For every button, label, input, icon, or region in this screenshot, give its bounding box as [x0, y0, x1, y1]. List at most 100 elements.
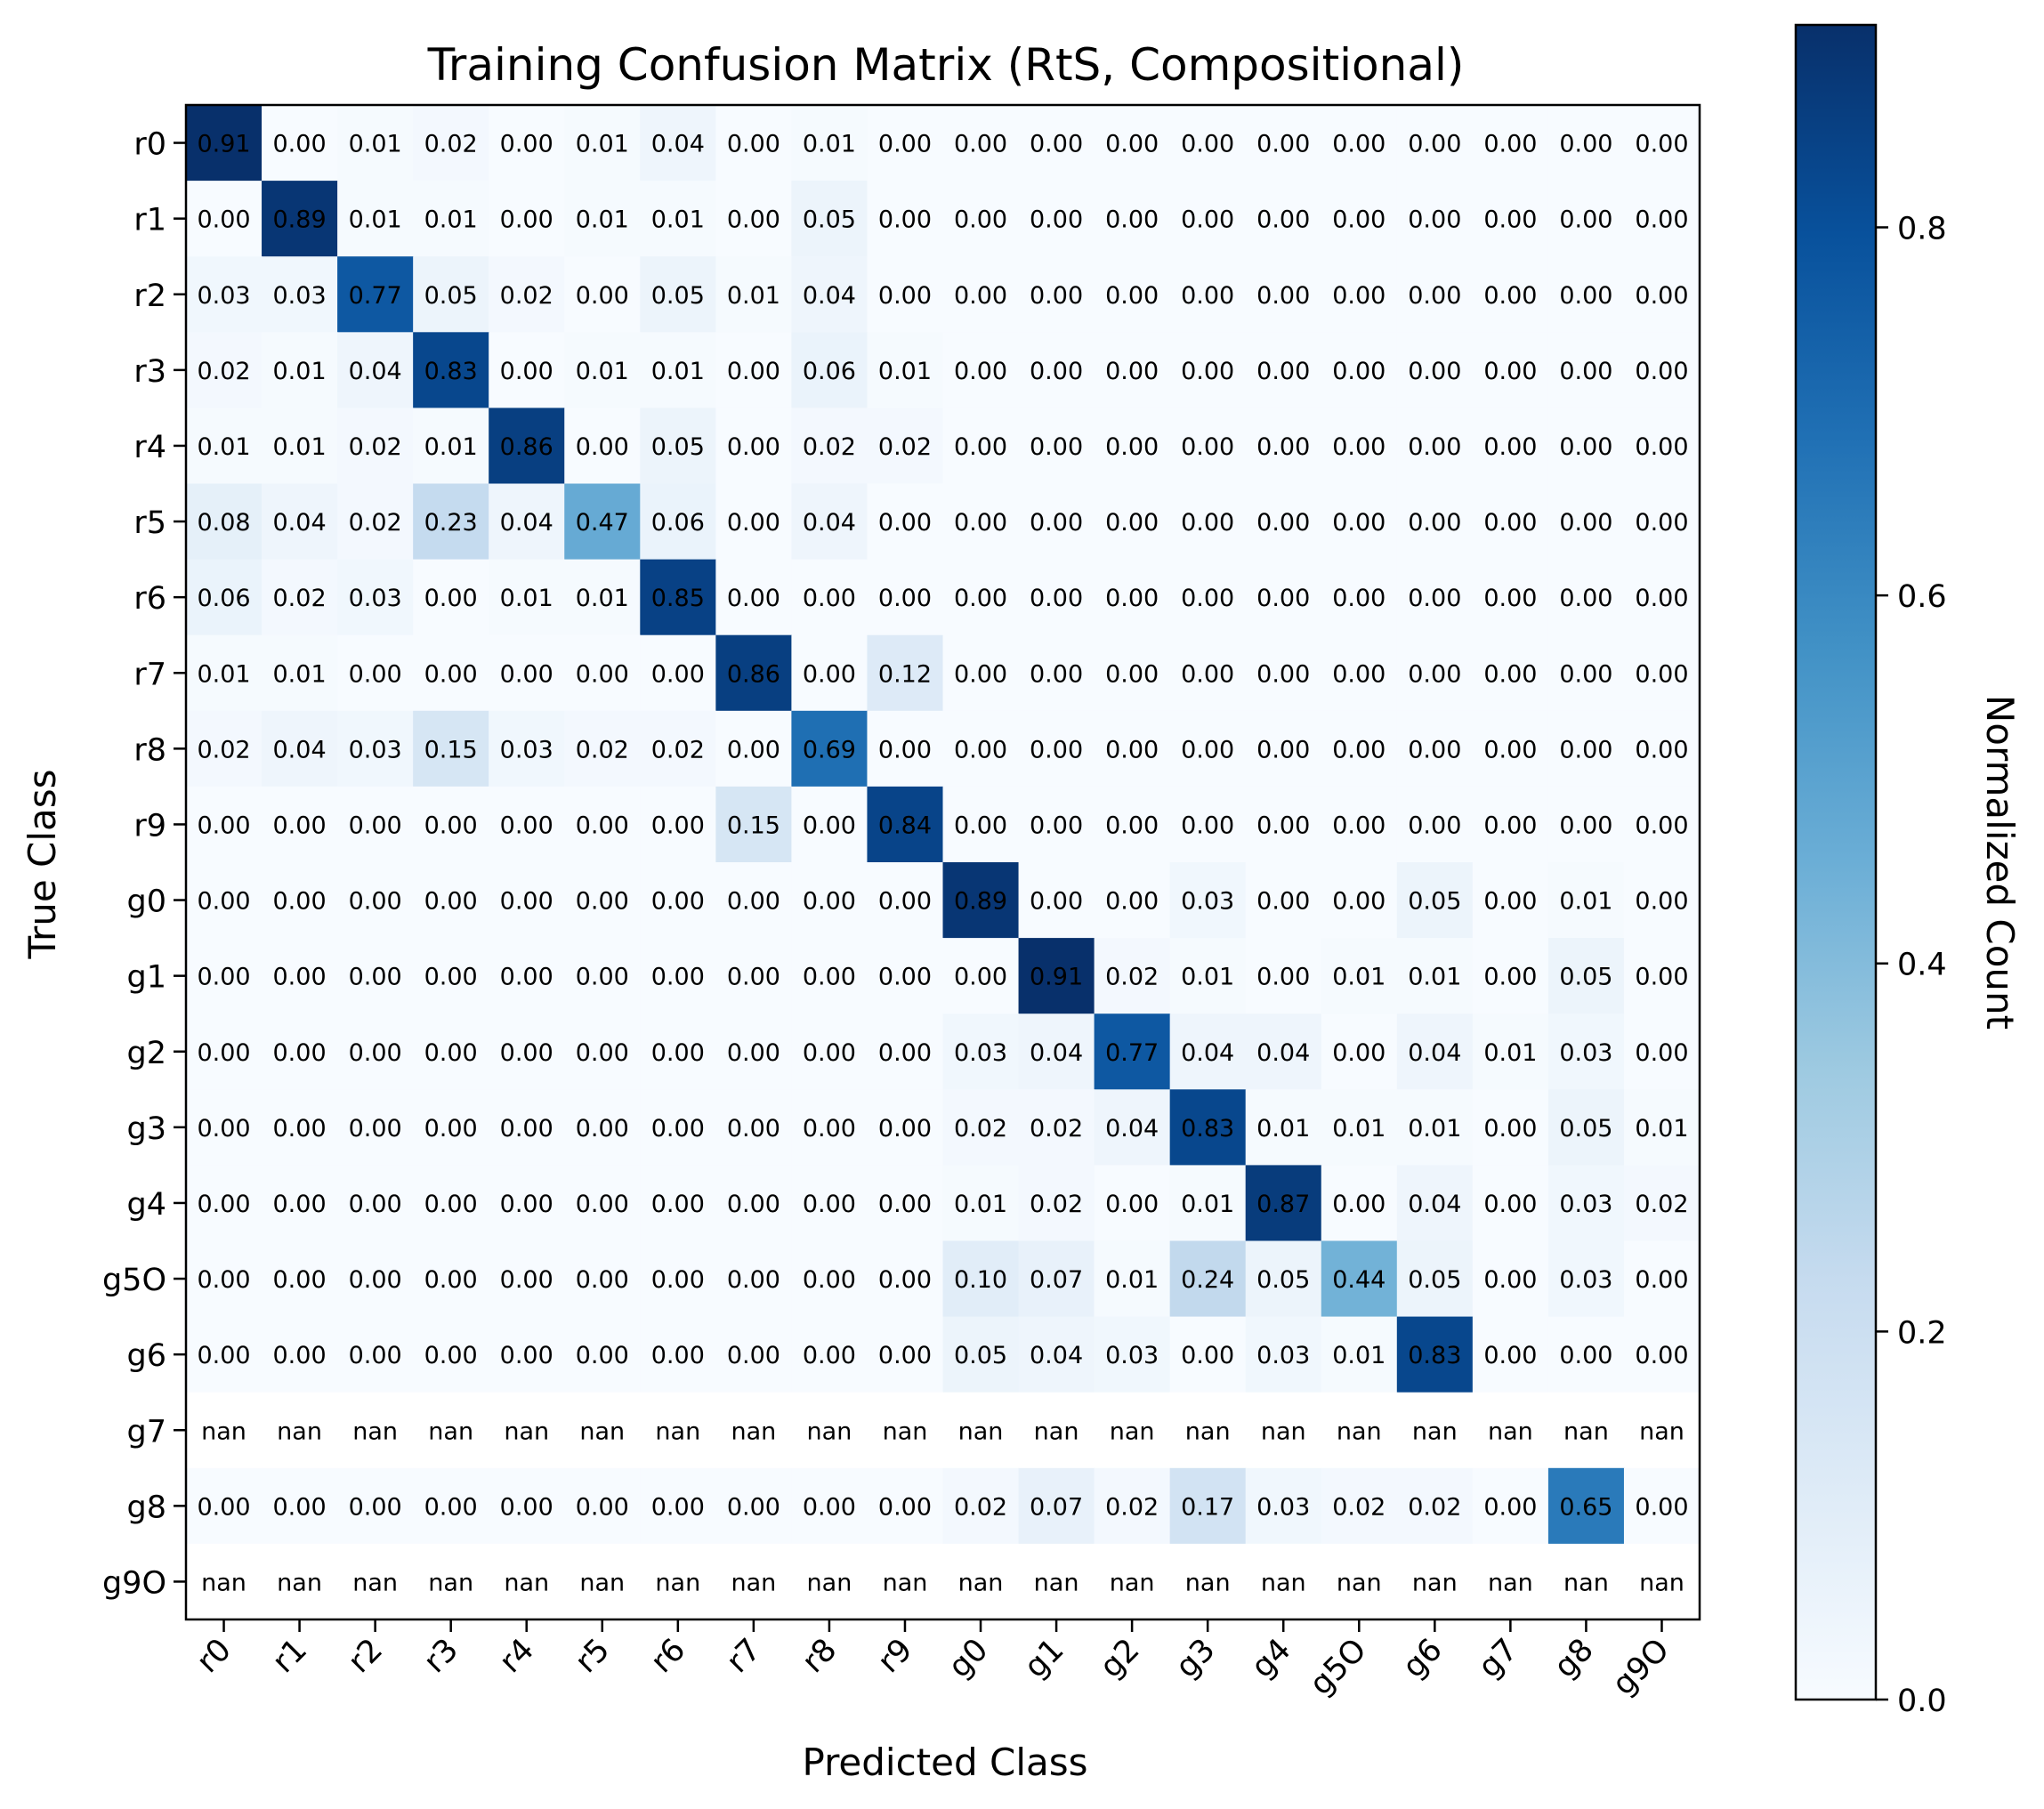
heatmap-cell [1623, 938, 1701, 1014]
cell-value-label: 0.00 [1332, 888, 1386, 916]
heatmap-cell [262, 862, 338, 939]
cell-value-label: 0.00 [803, 1039, 856, 1067]
x-tick-label: g2 [1094, 1632, 1147, 1685]
cell-value-label: 0.83 [1181, 1115, 1234, 1143]
heatmap-cell [337, 938, 414, 1014]
heatmap-cell [1169, 1089, 1247, 1166]
heatmap-cell [413, 938, 489, 1014]
cell-value-label: 0.83 [424, 358, 478, 385]
heatmap-cell [1321, 1392, 1398, 1469]
cell-value-label: 0.00 [1483, 433, 1537, 461]
colorbar-tick-label: 0.8 [1897, 211, 1947, 246]
heatmap-cell [867, 786, 944, 863]
cell-value-label: 0.00 [1332, 585, 1386, 612]
cell-value-label: 0.00 [878, 585, 932, 612]
cell-value-label: 0.00 [727, 1493, 780, 1521]
y-tick-label: r4 [133, 430, 166, 465]
cell-value-label: 0.00 [1030, 736, 1083, 763]
cell-value-label: 0.00 [349, 888, 402, 916]
cell-value-label: 0.00 [878, 206, 932, 234]
y-tick-label: r5 [133, 505, 166, 541]
cell-value-label: 0.00 [1483, 1115, 1537, 1143]
cell-value-label: 0.00 [954, 660, 1007, 688]
heatmap-cell [186, 1467, 263, 1545]
heatmap-cell [1245, 786, 1322, 863]
cell-value-label: 0.05 [1256, 1266, 1310, 1294]
cell-value-label: 0.00 [878, 964, 932, 991]
cell-value-label: 0.00 [197, 1039, 250, 1067]
cell-value-label: 0.01 [727, 282, 780, 310]
y-tick-label: g8 [127, 1490, 167, 1525]
cell-value-label: 0.00 [424, 1493, 478, 1521]
cell-value-label: 0.00 [1256, 282, 1310, 310]
cell-value-label: 0.00 [1635, 1493, 1688, 1521]
heatmap-cell [1018, 938, 1095, 1014]
heatmap-cell [715, 862, 792, 939]
heatmap-cell [1169, 1240, 1247, 1318]
cell-value-label: nan [1488, 1417, 1533, 1445]
heatmap-cell [942, 634, 1020, 712]
heatmap-cell [1321, 1240, 1398, 1318]
cell-value-label: 0.00 [1105, 812, 1159, 839]
cell-value-label: 0.00 [954, 736, 1007, 763]
colorbar [1794, 23, 1878, 1701]
cell-value-label: 0.02 [1408, 1493, 1461, 1521]
cell-value-label: 0.00 [1332, 812, 1386, 839]
cell-value-label: 0.00 [1181, 282, 1234, 310]
heatmap-cell [715, 105, 792, 182]
cell-value-label: 0.02 [1030, 1115, 1083, 1143]
heatmap-cell [1547, 1240, 1625, 1318]
heatmap-cell [791, 483, 868, 561]
heatmap-cell [337, 1392, 414, 1469]
cell-value-label: 0.01 [954, 1191, 1007, 1218]
cell-value-label: 0.02 [954, 1493, 1007, 1521]
heatmap-cell [489, 256, 565, 333]
cell-value-label: 0.00 [651, 1115, 705, 1143]
cell-value-label: 0.86 [500, 433, 553, 461]
heatmap-cell [1623, 1240, 1701, 1318]
y-tick-label: r0 [133, 127, 166, 163]
heatmap-cell [1547, 1089, 1625, 1166]
cell-value-label: 0.00 [727, 206, 780, 234]
cell-value-label: 0.00 [878, 282, 932, 310]
heatmap-cell [186, 1316, 263, 1393]
cell-value-label: 0.00 [1635, 964, 1688, 991]
cell-value-label: 0.00 [500, 131, 553, 158]
cell-value-label: 0.00 [349, 1266, 402, 1294]
heatmap-cell [489, 1543, 565, 1620]
heatmap-cell [1547, 1316, 1625, 1393]
cell-value-label: 0.00 [1332, 206, 1386, 234]
heatmap-cell [489, 1089, 565, 1166]
heatmap-cell [640, 559, 716, 636]
cell-value-label: 0.00 [878, 888, 932, 916]
cell-value-label: 0.00 [1408, 206, 1461, 234]
heatmap-cell [1018, 332, 1095, 408]
heatmap-cell [1018, 634, 1095, 712]
heatmap-cell [262, 938, 338, 1014]
heatmap-cell [1547, 181, 1625, 257]
heatmap-cell [262, 1014, 338, 1090]
colorbar-tick-label: 0.2 [1897, 1315, 1947, 1351]
cell-value-label: 0.01 [803, 131, 856, 158]
heatmap-cell [1245, 1014, 1322, 1090]
heatmap-cell [413, 256, 489, 333]
cell-value-label: 0.00 [954, 131, 1007, 158]
heatmap-cell [1018, 786, 1095, 863]
heatmap-cell [1623, 1316, 1701, 1393]
heatmap-cell [489, 408, 565, 485]
colorbar-label: Normalized Count [1978, 695, 2022, 1030]
cell-value-label: 0.00 [1408, 358, 1461, 385]
cell-value-label: nan [1639, 1417, 1684, 1445]
cell-value-label: 0.00 [878, 1039, 932, 1067]
heatmap-cell [489, 105, 565, 182]
y-axis-label: True Class [20, 769, 64, 959]
heatmap-cell [1472, 938, 1549, 1014]
heatmap-cell [1396, 1467, 1474, 1545]
cell-value-label: 0.00 [1181, 660, 1234, 688]
heatmap-cell [186, 181, 263, 257]
cell-value-label: 0.00 [424, 1191, 478, 1218]
heatmap-cell [867, 1467, 944, 1545]
cell-value-label: 0.00 [500, 1039, 553, 1067]
heatmap-cell [1169, 1316, 1247, 1393]
